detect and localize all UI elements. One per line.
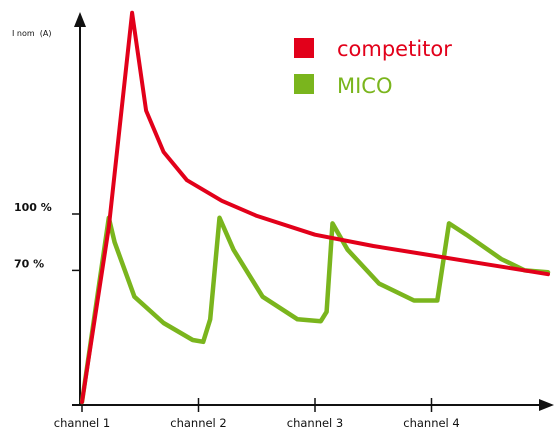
y-ticks: 100 % 70 % xyxy=(14,201,80,272)
y-tick-label: 70 % xyxy=(14,257,44,270)
x-tick-label: channel 4 xyxy=(403,416,459,430)
series-layer xyxy=(79,10,551,405)
x-tick-label: channel 3 xyxy=(287,416,343,430)
legend-item-competitor: competitor xyxy=(294,37,452,61)
legend-item-mico: MICO xyxy=(294,74,393,98)
series-line-mico xyxy=(79,215,551,405)
legend-label-mico: MICO xyxy=(337,74,393,98)
x-axis-arrowhead xyxy=(539,399,554,411)
legend-swatch-mico xyxy=(294,74,314,94)
legend: competitor MICO xyxy=(294,37,452,98)
y-tick-label: 100 % xyxy=(14,201,52,214)
x-ticks: channel 1 channel 2 channel 3 channel 4 xyxy=(54,398,460,430)
legend-swatch-competitor xyxy=(294,38,314,58)
x-tick-label: channel 2 xyxy=(170,416,226,430)
x-tick-label: channel 1 xyxy=(54,416,110,430)
series-line-competitor xyxy=(80,10,550,404)
y-axis-arrowhead xyxy=(74,12,86,27)
legend-label-competitor: competitor xyxy=(337,37,452,61)
y-axis-label: I nom (A) xyxy=(12,29,51,38)
